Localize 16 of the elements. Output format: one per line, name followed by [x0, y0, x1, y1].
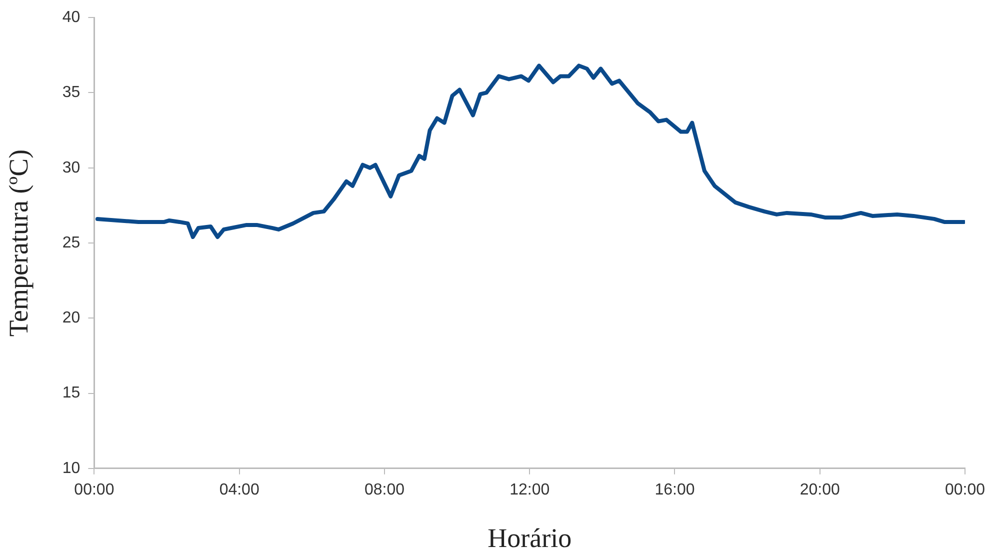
y-tick-label: 40 [62, 9, 80, 26]
x-tick-label: 16:00 [654, 481, 695, 498]
x-tick-label: 00:00 [74, 481, 114, 498]
y-tick-label: 15 [62, 384, 80, 402]
x-tick-label: 20:00 [800, 481, 840, 498]
x-tick-label: 12:00 [510, 481, 550, 498]
y-tick-label: 10 [62, 460, 80, 477]
y-tick-label: 35 [62, 84, 80, 102]
x-tick-label: 04:00 [219, 481, 260, 498]
x-tick-label: 00:00 [944, 481, 986, 498]
y-axis-title: Temperatura (ºC) [3, 149, 34, 337]
y-tick-label: 25 [62, 234, 80, 252]
x-axis-title: Horário [488, 522, 572, 553]
y-tick-label: 30 [62, 159, 80, 176]
y-tick-label: 20 [62, 310, 80, 327]
x-tick-label: 08:00 [364, 481, 405, 498]
